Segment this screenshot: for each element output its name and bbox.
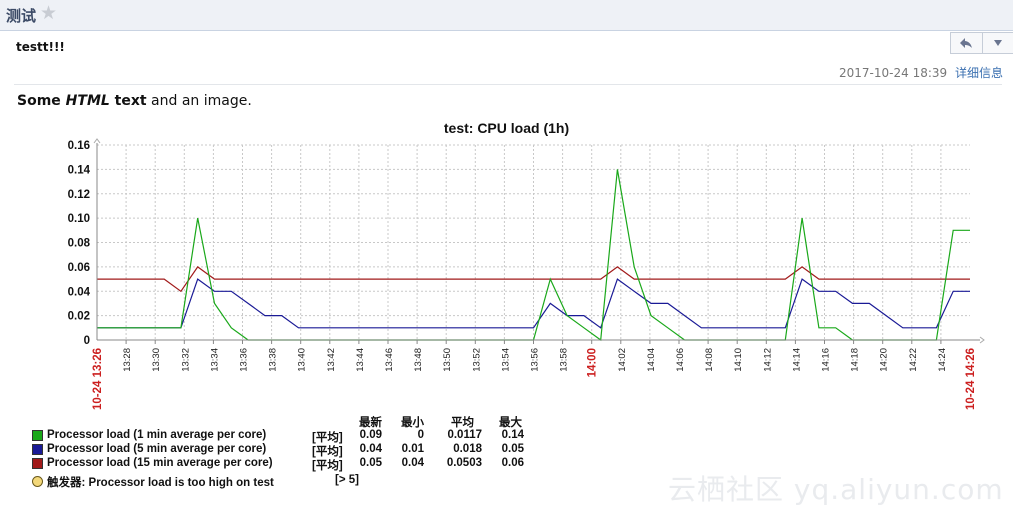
- legend-func: [平均]: [312, 432, 343, 444]
- y-tick-label: 0.16: [68, 140, 90, 152]
- chevron-down-icon: [993, 40, 1002, 46]
- trigger-threshold: [> 5]: [335, 474, 359, 486]
- star-icon[interactable]: ★: [40, 2, 58, 24]
- body-text-html: HTML: [65, 93, 110, 109]
- x-tick-label: 13:48: [413, 348, 424, 372]
- x-tick-label: 13:32: [180, 348, 191, 372]
- x-tick-label: 13:46: [384, 348, 395, 372]
- x-tick-label: 13:30: [151, 348, 162, 372]
- x-tick-label: 14:00: [587, 348, 599, 377]
- legend-last: 0.09: [359, 429, 382, 441]
- reply-icon: [960, 38, 973, 48]
- window-title: 测试: [6, 7, 37, 25]
- series-line: [97, 266, 970, 293]
- trigger-icon: [32, 476, 43, 487]
- series-line: [97, 169, 970, 342]
- message-subject: testt!!!: [16, 40, 65, 54]
- legend-max: 0.06: [501, 457, 524, 469]
- x-tick-label: 14:06: [675, 348, 686, 372]
- legend-func: [平均]: [312, 460, 343, 472]
- legend-series-name: Processor load (1 min average per core): [47, 429, 267, 441]
- x-tick-label: 14:16: [821, 348, 832, 372]
- legend-swatch: [32, 458, 43, 469]
- x-tick-label: 14:12: [762, 348, 773, 372]
- x-tick-label: 14:20: [879, 348, 890, 372]
- legend-avg: 0.0503: [446, 457, 482, 469]
- message-meta: 2017-10-24 18:39 详细信息: [839, 64, 1003, 81]
- y-tick-label: 0.06: [68, 262, 90, 274]
- x-tick-label: 13:50: [442, 348, 453, 372]
- legend-swatch: [32, 430, 43, 441]
- y-tick-label: 0.14: [68, 164, 91, 176]
- legend-max: 0.05: [501, 443, 524, 455]
- x-start-label: 10-24 13:26: [92, 348, 104, 410]
- reply-button[interactable]: [951, 33, 982, 53]
- x-tick-label: 13:38: [268, 348, 279, 372]
- y-tick-label: 0.12: [68, 189, 90, 201]
- x-tick-label: 14:22: [908, 348, 919, 372]
- x-tick-label: 14:04: [646, 348, 657, 372]
- watermark: 云栖社区 yq.aliyun.com: [668, 473, 1004, 506]
- y-tick-label: 0.02: [68, 311, 90, 323]
- x-tick-label: 14:08: [704, 348, 715, 372]
- y-tick-label: 0.08: [68, 238, 91, 250]
- message-date: 2017-10-24 18:39: [839, 66, 948, 80]
- legend-avg: 0.0117: [447, 429, 482, 441]
- body-text-text: text: [109, 93, 147, 109]
- series-line: [97, 278, 970, 329]
- x-tick-label: 13:52: [471, 348, 482, 372]
- details-link[interactable]: 详细信息: [954, 66, 1003, 80]
- x-tick-label: 13:58: [559, 348, 570, 372]
- y-tick-label: 0: [84, 335, 90, 347]
- x-tick-label: 14:02: [617, 348, 628, 372]
- legend-min: 0.01: [401, 443, 424, 455]
- legend-max: 0.14: [501, 429, 524, 441]
- header-divider: [14, 84, 1002, 85]
- x-axis-arrow: [979, 336, 985, 344]
- legend-avg: 0.018: [453, 443, 482, 455]
- x-tick-label: 13:56: [530, 348, 541, 372]
- body-text-some: Some: [17, 93, 66, 109]
- x-tick-label: 13:54: [500, 348, 511, 372]
- x-tick-label: 14:18: [850, 348, 861, 372]
- legend-series-name: Processor load (15 min average per core): [47, 457, 273, 469]
- x-tick-label: 14:24: [937, 348, 948, 372]
- x-tick-label: 13:36: [239, 348, 250, 372]
- trigger-name: 触发器: Processor load is too high on test: [47, 477, 274, 489]
- more-button[interactable]: [981, 33, 1013, 53]
- x-tick-label: 13:28: [122, 348, 133, 372]
- message-body-text: Some HTML text and an image.: [17, 93, 252, 109]
- x-tick-label: 13:42: [326, 348, 337, 372]
- window-header: 测试 ★: [0, 0, 1013, 31]
- legend-header-last: 最新: [359, 417, 382, 429]
- legend-header-avg: 平均: [451, 417, 474, 429]
- message-actions: [950, 32, 1013, 54]
- legend-header-min: 最小: [401, 417, 424, 429]
- legend-last: 0.05: [359, 457, 382, 469]
- cpu-load-chart: 0 0.02 0.04 0.06 0.08 0.10 0.12 0.14 0.16 13:28 13…: [68, 138, 985, 410]
- legend-series-name: Processor load (5 min average per core): [47, 443, 267, 455]
- body-text-rest: and an image.: [146, 93, 252, 109]
- x-tick-label: 14:14: [791, 348, 802, 372]
- legend-min: 0: [417, 429, 424, 441]
- y-tick-label: 0.10: [68, 213, 90, 225]
- legend-swatch: [32, 444, 43, 455]
- x-tick-label: 13:44: [355, 348, 366, 372]
- legend-last: 0.04: [359, 443, 382, 455]
- y-axis-arrow: [93, 138, 101, 144]
- legend-header-max: 最大: [499, 417, 522, 429]
- legend-func: [平均]: [312, 446, 343, 458]
- x-tick-label: 13:34: [209, 348, 220, 372]
- x-end-label: 10-24 14:26: [965, 348, 977, 410]
- legend-min: 0.04: [401, 457, 424, 469]
- chart-title: test: CPU load (1h): [443, 120, 570, 136]
- x-tick-label: 14:10: [733, 348, 744, 372]
- x-tick-label: 13:40: [297, 348, 308, 372]
- y-tick-label: 0.04: [68, 286, 91, 298]
